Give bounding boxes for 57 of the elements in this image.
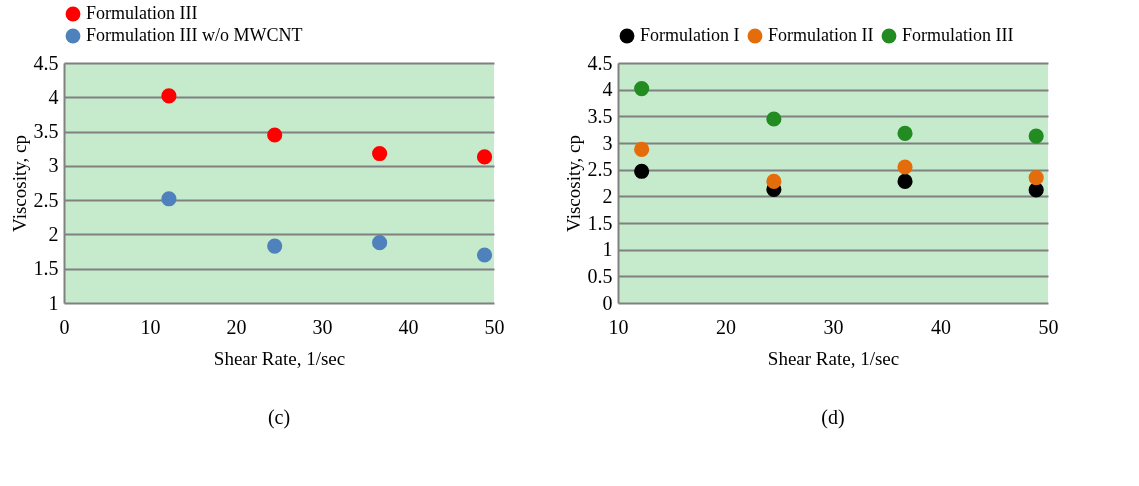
y-tick-label: 1.5 <box>587 211 613 234</box>
legend-label: Formulation III w/o MWCNT <box>86 25 303 45</box>
y-tick-label: 2 <box>48 222 59 245</box>
point <box>372 235 388 251</box>
x-tick-label: 50 <box>1038 315 1059 338</box>
point <box>634 163 650 179</box>
y-tick-label: 2.5 <box>33 188 59 211</box>
point <box>476 247 493 263</box>
point <box>161 88 177 104</box>
point <box>1028 128 1044 144</box>
y-axis-title: Viscosity, cp <box>8 135 30 232</box>
point <box>267 127 283 143</box>
legend-label: Formulation III <box>86 3 198 23</box>
x-tick-label: 40 <box>931 315 951 338</box>
text: (d) <box>821 406 845 429</box>
y-tick-label: 1 <box>48 291 59 314</box>
x-tick-label: 10 <box>140 315 161 338</box>
point <box>634 81 650 97</box>
y-tick-label: 3.5 <box>587 104 613 127</box>
legend-label: Formulation I <box>640 25 740 45</box>
y-tick-label: 1 <box>602 238 613 261</box>
point <box>161 191 177 207</box>
y-tick-label: 2.5 <box>587 158 613 181</box>
x-axis-title: Shear Rate, 1/sec <box>767 347 900 369</box>
y-tick-label: 3 <box>48 154 59 177</box>
point <box>897 159 913 175</box>
y-tick-label: 4.5 <box>587 51 613 74</box>
x-tick-label: 30 <box>823 315 844 338</box>
point <box>766 173 782 189</box>
x-axis-title: Shear Rate, 1/sec <box>213 347 346 369</box>
point <box>634 141 650 157</box>
y-tick-label: 1.5 <box>33 257 59 280</box>
x-tick-label: 20 <box>716 315 736 338</box>
point <box>476 149 493 165</box>
point <box>897 173 913 189</box>
y-tick-label: 3 <box>602 131 613 154</box>
point <box>267 238 283 254</box>
x-tick-label: 50 <box>484 315 505 338</box>
point <box>372 145 388 162</box>
x-tick-label: 10 <box>608 315 629 338</box>
y-tick-label: 4.5 <box>33 51 59 74</box>
y-tick-label: 0 <box>602 291 613 314</box>
y-axis-title: Viscosity, cp <box>562 135 584 232</box>
point <box>766 111 782 127</box>
legend-label: Formulation II <box>768 25 874 45</box>
y-tick-label: 2 <box>602 184 613 207</box>
point <box>897 125 913 141</box>
x-tick-label: 30 <box>312 315 333 338</box>
x-tick-label: 40 <box>398 315 419 338</box>
text: (c) <box>267 406 291 429</box>
y-tick-label: 0.5 <box>587 264 613 287</box>
legend-label: Formulation III <box>902 25 1014 45</box>
y-tick-label: 3.5 <box>33 120 59 143</box>
point <box>1028 170 1044 186</box>
y-tick-label: 4 <box>602 78 613 101</box>
x-tick-label: 20 <box>226 315 247 338</box>
y-tick-label: 4 <box>48 85 59 108</box>
